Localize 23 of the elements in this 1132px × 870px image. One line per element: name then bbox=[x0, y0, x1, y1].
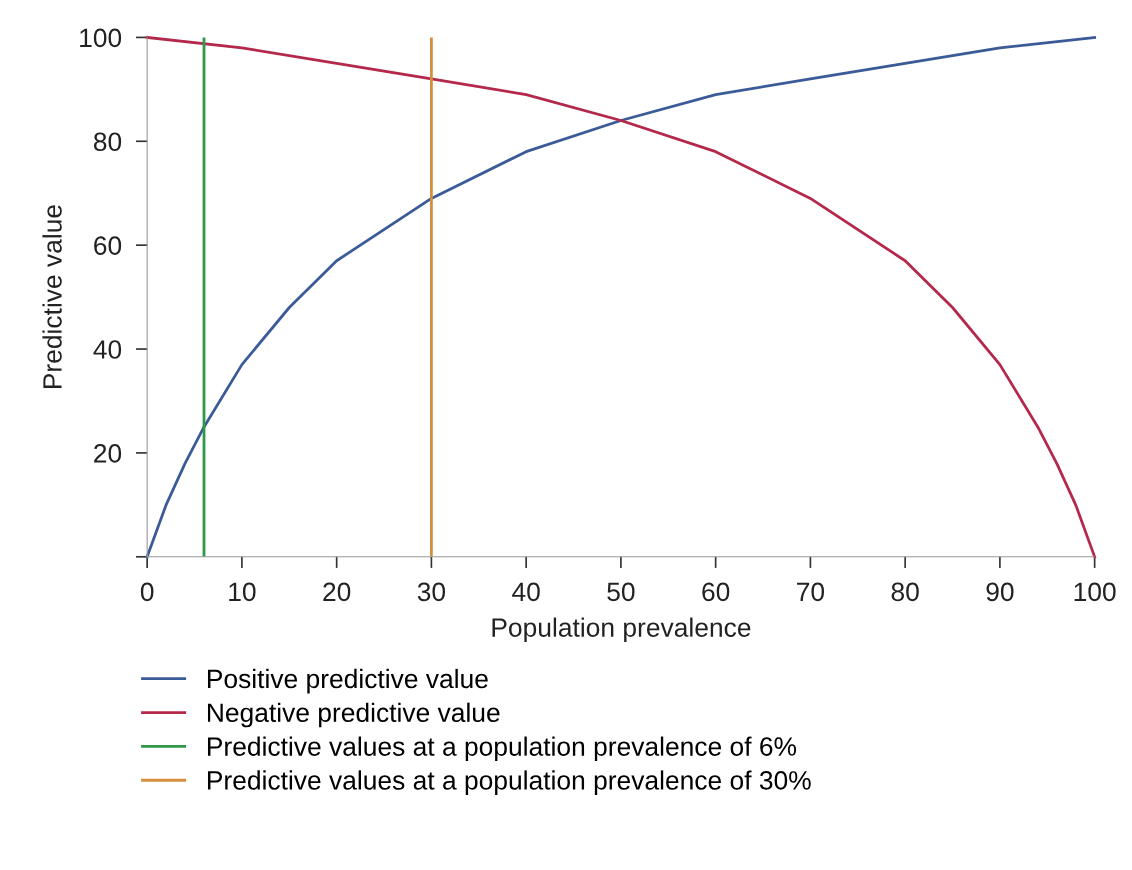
line-series bbox=[145, 36, 1097, 559]
y-tick-label: 100 bbox=[80, 28, 122, 48]
x-tick-label: 100 bbox=[1074, 582, 1116, 602]
x-axis-title: Population prevalence bbox=[492, 617, 751, 643]
x-tick-label: 80 bbox=[891, 582, 919, 602]
x-tick-label: 60 bbox=[702, 582, 730, 602]
legend-label: Negative predictive value bbox=[207, 702, 500, 728]
y-axis-title: Predictive value bbox=[42, 205, 62, 389]
x-tick-label: 10 bbox=[229, 582, 256, 602]
legend-label: Predictive values at a population prevalence of 30% bbox=[207, 770, 811, 795]
legend-label: Positive predictive value bbox=[207, 668, 488, 694]
x-tick-label: 50 bbox=[607, 582, 635, 602]
y-tick-label: 40 bbox=[93, 340, 122, 359]
x-tick-label: 40 bbox=[512, 582, 540, 602]
x-tick-label: 90 bbox=[986, 582, 1014, 602]
y-tick-label: 80 bbox=[93, 132, 122, 152]
x-tick-label: 30 bbox=[417, 582, 446, 602]
x-tick-label: 20 bbox=[323, 582, 351, 602]
x-tick-label: 70 bbox=[797, 582, 825, 602]
legend-label: Predictive values at a population prevalence of 6% bbox=[207, 736, 797, 762]
y-tick-label: 60 bbox=[94, 236, 122, 255]
y-tick-label: 20 bbox=[94, 444, 122, 463]
x-tick-label: 0 bbox=[140, 582, 154, 602]
